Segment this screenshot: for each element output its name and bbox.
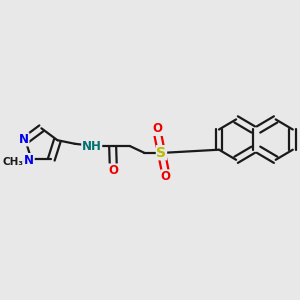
Text: O: O (161, 170, 171, 183)
Text: N: N (24, 154, 34, 166)
Text: O: O (108, 164, 118, 177)
Text: S: S (157, 146, 166, 160)
Text: O: O (152, 122, 162, 135)
Text: N: N (19, 133, 29, 146)
Text: CH₃: CH₃ (2, 157, 23, 167)
Text: NH: NH (82, 140, 102, 153)
